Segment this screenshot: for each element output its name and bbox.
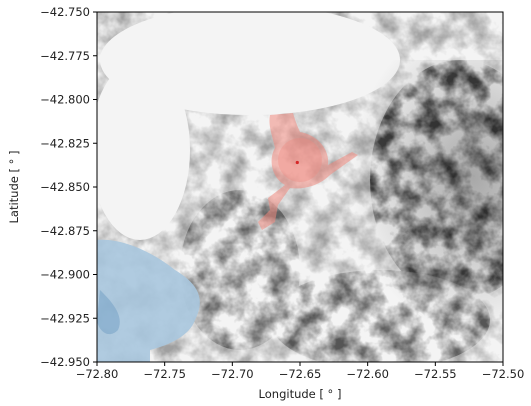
vent-marker [296,161,299,164]
x-axis-label: Longitude [ ° ] [259,387,342,401]
x-tick-label: −72.80 [76,367,119,381]
y-tick-label: −42.875 [40,224,90,238]
y-tick-label: −42.800 [40,93,90,107]
y-tick-label: −42.900 [40,268,90,282]
x-tick-label: −72.55 [414,367,457,381]
y-axis-label: Latitude [ ° ] [7,150,21,223]
y-tick-label: −42.850 [40,180,90,194]
y-tick-label: −42.775 [40,49,90,63]
x-tick-label: −72.60 [346,367,389,381]
terrain [97,12,503,362]
x-tick-label: −72.70 [211,367,254,381]
map-figure: Longitude [ ° ] Latitude [ ° ] −72.80 −72… [0,0,531,406]
y-tick-label: −42.825 [40,136,90,150]
x-tick-label: −72.65 [279,367,322,381]
x-tick-label: −72.75 [143,367,186,381]
y-tick-label: −42.925 [40,311,90,325]
y-tick-label: −42.750 [40,5,90,19]
x-tick-label: −72.50 [482,367,525,381]
y-tick-label: −42.950 [40,355,90,369]
